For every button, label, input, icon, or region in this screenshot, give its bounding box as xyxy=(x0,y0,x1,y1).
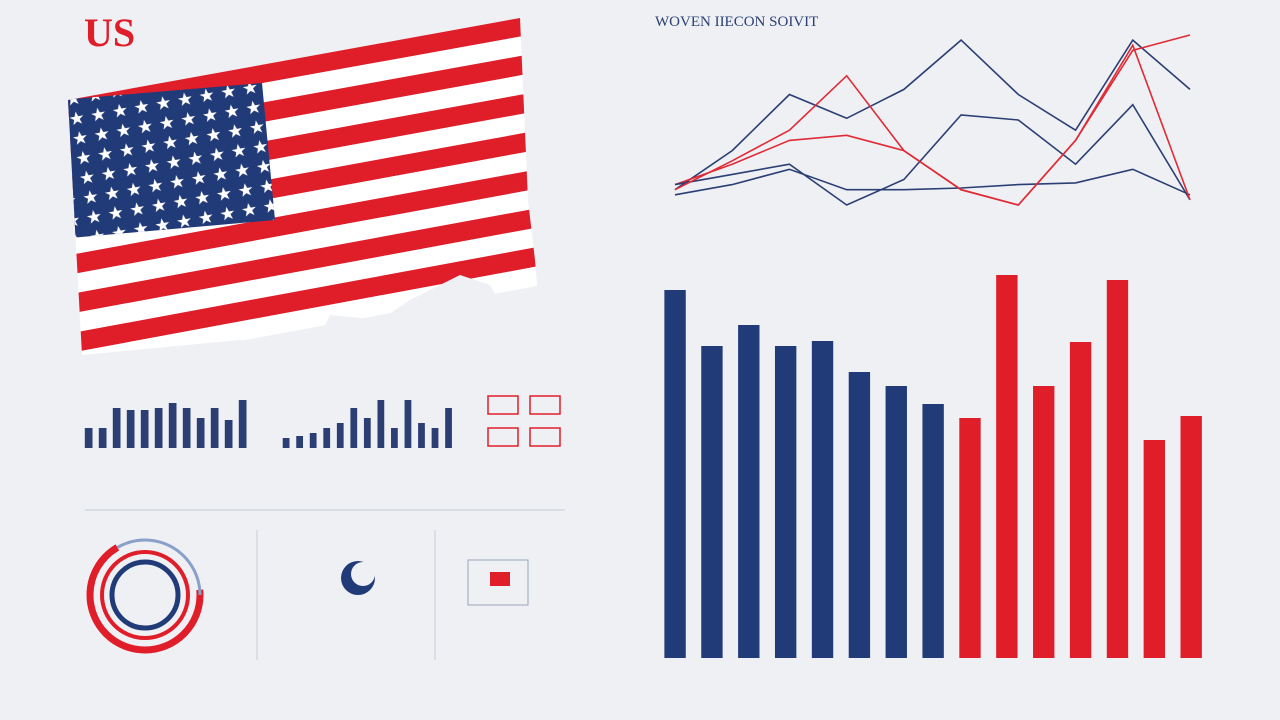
bar xyxy=(1033,386,1055,658)
flag-stripe xyxy=(68,145,542,257)
bar xyxy=(811,341,834,658)
bar xyxy=(445,408,452,448)
ring xyxy=(100,550,190,640)
bar xyxy=(959,418,981,658)
bar xyxy=(309,433,317,448)
bar xyxy=(701,346,723,658)
bar xyxy=(196,418,205,448)
icon xyxy=(467,559,529,606)
bar xyxy=(1069,342,1092,658)
bar xyxy=(182,408,191,448)
donut-icon xyxy=(86,536,204,654)
bar xyxy=(996,275,1018,658)
flag-stripe xyxy=(68,242,542,355)
bar xyxy=(1180,416,1202,658)
bar xyxy=(885,386,907,658)
bar xyxy=(774,346,797,658)
bar xyxy=(112,408,121,448)
icon-box xyxy=(487,395,561,447)
line xyxy=(674,168,1191,196)
line xyxy=(674,43,1191,206)
flag-stripe xyxy=(68,184,542,296)
box xyxy=(487,427,519,447)
bar xyxy=(350,408,358,448)
bar xyxy=(323,428,331,448)
bar xyxy=(363,418,371,448)
bar xyxy=(336,423,344,448)
bar xyxy=(431,428,439,448)
chart-title: WOVEN IIECON SOIVIT xyxy=(655,14,818,30)
bar xyxy=(664,290,686,658)
bar xyxy=(1143,440,1166,658)
bar xyxy=(224,420,233,448)
bar xyxy=(282,438,290,448)
bar xyxy=(404,400,412,448)
bar xyxy=(1106,280,1129,658)
bar xyxy=(238,400,247,448)
bar xyxy=(84,428,93,448)
bar xyxy=(98,428,107,448)
line xyxy=(674,38,1191,191)
ring xyxy=(88,538,202,652)
bar xyxy=(154,408,163,448)
flag-stars xyxy=(68,83,275,238)
icon xyxy=(490,572,510,586)
bar xyxy=(418,423,425,448)
bar xyxy=(296,436,304,448)
line xyxy=(674,103,1191,206)
icon xyxy=(351,562,375,586)
box xyxy=(529,427,561,447)
flag-stripe xyxy=(68,165,542,277)
flag-stripe xyxy=(68,223,542,336)
bar xyxy=(377,400,385,448)
bar xyxy=(922,404,944,658)
bar xyxy=(738,325,760,658)
ring xyxy=(109,559,181,631)
bar xyxy=(210,408,219,448)
flag-stripe xyxy=(68,204,542,316)
bar xyxy=(168,403,177,448)
bar xyxy=(391,428,398,448)
logo: US xyxy=(84,10,135,55)
bar xyxy=(126,410,135,448)
bar xyxy=(140,410,149,448)
box xyxy=(529,395,561,415)
box xyxy=(487,395,519,415)
bar xyxy=(848,372,871,658)
